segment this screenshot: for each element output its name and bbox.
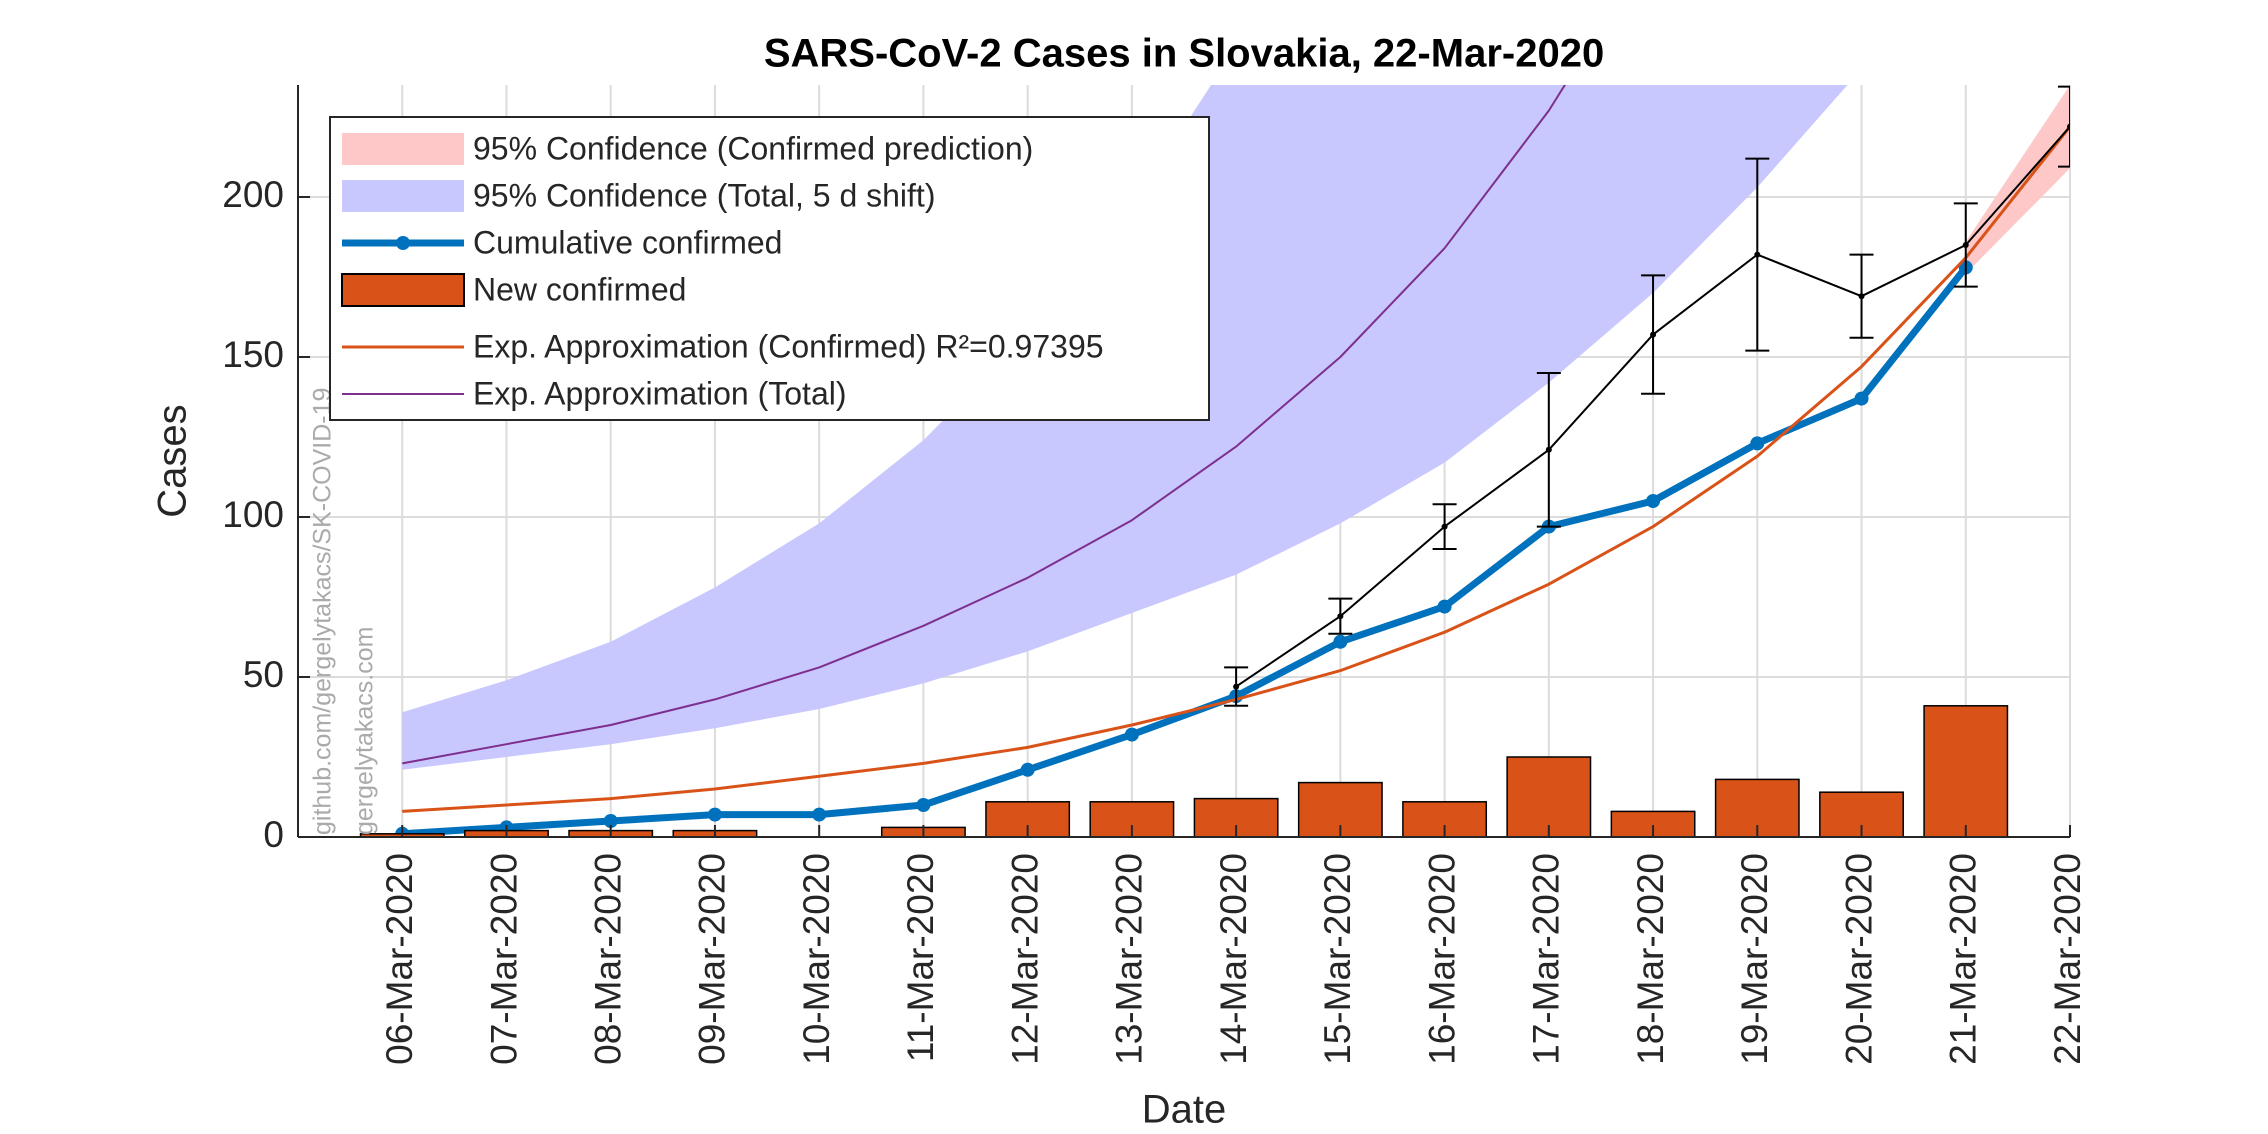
x-tick-label: 12-Mar-2020 <box>1004 853 1045 1065</box>
x-tick-label: 13-Mar-2020 <box>1109 853 1150 1065</box>
x-tick-label: 08-Mar-2020 <box>587 853 628 1065</box>
x-tick-label: 16-Mar-2020 <box>1421 853 1462 1065</box>
legend-box <box>329 116 1210 421</box>
error-bar <box>1953 202 1978 288</box>
x-tick-label: 10-Mar-2020 <box>796 853 837 1065</box>
y-tick-label: 200 <box>222 174 284 215</box>
legend-swatch <box>342 180 464 212</box>
y-axis-label: Cases <box>151 404 195 517</box>
error-bar <box>1641 274 1666 395</box>
marker <box>1020 762 1035 777</box>
axes: 0 50 100 150 200 06-Mar-2020 07-Mar-2020 08-Mar… <box>222 85 2088 1065</box>
bar <box>1506 756 1592 837</box>
x-tick-label: 19-Mar-2020 <box>1734 853 1775 1065</box>
y-tick-label: 0 <box>263 814 284 855</box>
legend-label: New confirmed <box>473 271 686 307</box>
x-tick-label: 22-Mar-2020 <box>2047 853 2088 1065</box>
error-bar <box>1849 253 1874 339</box>
x-tick-label: 17-Mar-2020 <box>1526 853 1567 1065</box>
legend-label: Exp. Approximation (Total) <box>473 375 847 411</box>
legend-swatch <box>341 273 465 307</box>
x-tick-label: 15-Mar-2020 <box>1317 853 1358 1065</box>
bar <box>1923 705 2009 837</box>
y-tick-label: 50 <box>243 654 284 695</box>
error-bar <box>2058 85 2070 168</box>
legend-marker <box>396 236 410 250</box>
marker <box>812 807 827 822</box>
marker <box>1750 436 1765 451</box>
line <box>402 85 1567 765</box>
x-tick-label: 09-Mar-2020 <box>692 853 733 1065</box>
marker <box>916 798 931 812</box>
x-tick-label: 18-Mar-2020 <box>1630 853 1671 1065</box>
marker <box>707 807 722 822</box>
watermark: github.com/gergelytakacs/SK-COVID-19 <box>309 388 337 835</box>
x-tick-label: 07-Mar-2020 <box>483 853 524 1065</box>
y-tick-label: 150 <box>222 334 284 375</box>
marker <box>603 814 618 828</box>
marker <box>1854 391 1869 406</box>
marker <box>1333 634 1348 649</box>
watermark: gergelytakacs.com <box>351 627 379 835</box>
plot <box>359 85 2070 837</box>
marker <box>1437 599 1452 614</box>
error-bar <box>1328 597 1353 635</box>
legend-label: 95% Confidence (Confirmed prediction) <box>473 130 1033 166</box>
legend-label: Cumulative confirmed <box>473 224 782 260</box>
error-bar <box>1745 157 1770 352</box>
marker <box>1124 727 1139 742</box>
x-tick-label: 14-Mar-2020 <box>1213 853 1254 1065</box>
x-tick-label: 11-Mar-2020 <box>900 853 941 1062</box>
x-axis-label: Date <box>1142 1088 1227 1132</box>
line <box>402 265 1969 837</box>
x-tick-label: 20-Mar-2020 <box>1838 853 1879 1065</box>
confidence-band <box>402 85 1848 770</box>
x-tick-label: 21-Mar-2020 <box>1943 853 1984 1065</box>
marker <box>1646 494 1661 508</box>
legend-label: 95% Confidence (Total, 5 d shift) <box>473 177 935 213</box>
chart-title: SARS-CoV-2 Cases in Slovakia, 22-Mar-202… <box>764 32 1604 76</box>
y-tick-label: 100 <box>222 494 284 535</box>
error-bar <box>1432 503 1457 550</box>
error-bar <box>1224 666 1249 707</box>
legend: 95% Confidence (Confirmed prediction) 95%… <box>329 116 1210 421</box>
x-tick-label: 06-Mar-2020 <box>379 853 420 1065</box>
legend-swatch <box>342 133 464 165</box>
legend-label: Exp. Approximation (Confirmed) R²=0.9739… <box>473 328 1104 364</box>
error-bar <box>1536 372 1561 528</box>
